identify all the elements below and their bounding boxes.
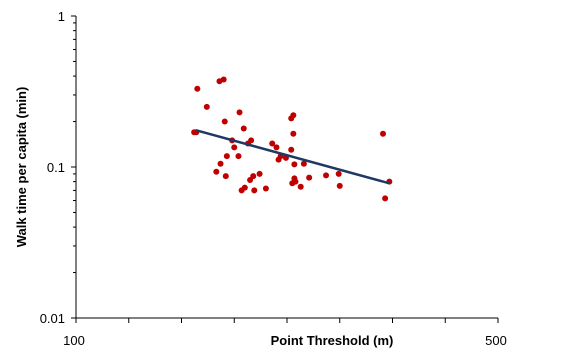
x-tick-label: 100 [63,333,85,348]
data-point [241,184,248,191]
x-ticks [75,318,499,323]
data-point [335,170,342,177]
data-point [235,153,242,160]
data-point [231,144,238,151]
data-point [213,168,220,175]
plot-area [71,15,499,323]
y-tick-label: 0.1 [47,160,65,175]
y-ticks [71,15,76,319]
data-point [382,195,389,202]
data-point [306,174,313,181]
data-point [223,153,230,160]
data-point [273,144,280,151]
data-point [194,85,201,92]
y-tick-label: 0.01 [40,311,65,326]
data-point [300,160,307,167]
data-point [221,118,228,125]
data-point [291,161,298,168]
x-tick-labels: 100 500 [63,333,507,348]
y-tick-label: 1 [58,9,65,24]
data-point [240,125,247,132]
data-point [336,182,343,189]
data-point [251,187,258,194]
data-point [323,172,330,179]
data-point [256,170,263,177]
y-tick-labels: 1 0.1 0.01 [40,9,65,326]
data-point [269,140,276,147]
data-point [222,173,229,180]
x-tick-label: 500 [485,333,507,348]
data-point [250,173,257,180]
data-point [203,103,210,110]
data-point [290,112,297,119]
data-point [288,146,295,153]
y-minor-ticks [73,22,76,274]
trend-lines [195,129,390,185]
data-point [292,178,299,185]
data-point [297,183,304,190]
trend-line [195,129,390,185]
data-point [262,185,269,192]
data-point [290,130,297,137]
data-point [248,137,255,144]
y-axis-title: Walk time per capita (min) [14,87,29,248]
data-point [236,109,243,116]
data-point [220,76,227,83]
data-point [380,130,387,137]
data-point [217,160,224,167]
x-axis-title: Point Threshold (m) [271,333,394,348]
